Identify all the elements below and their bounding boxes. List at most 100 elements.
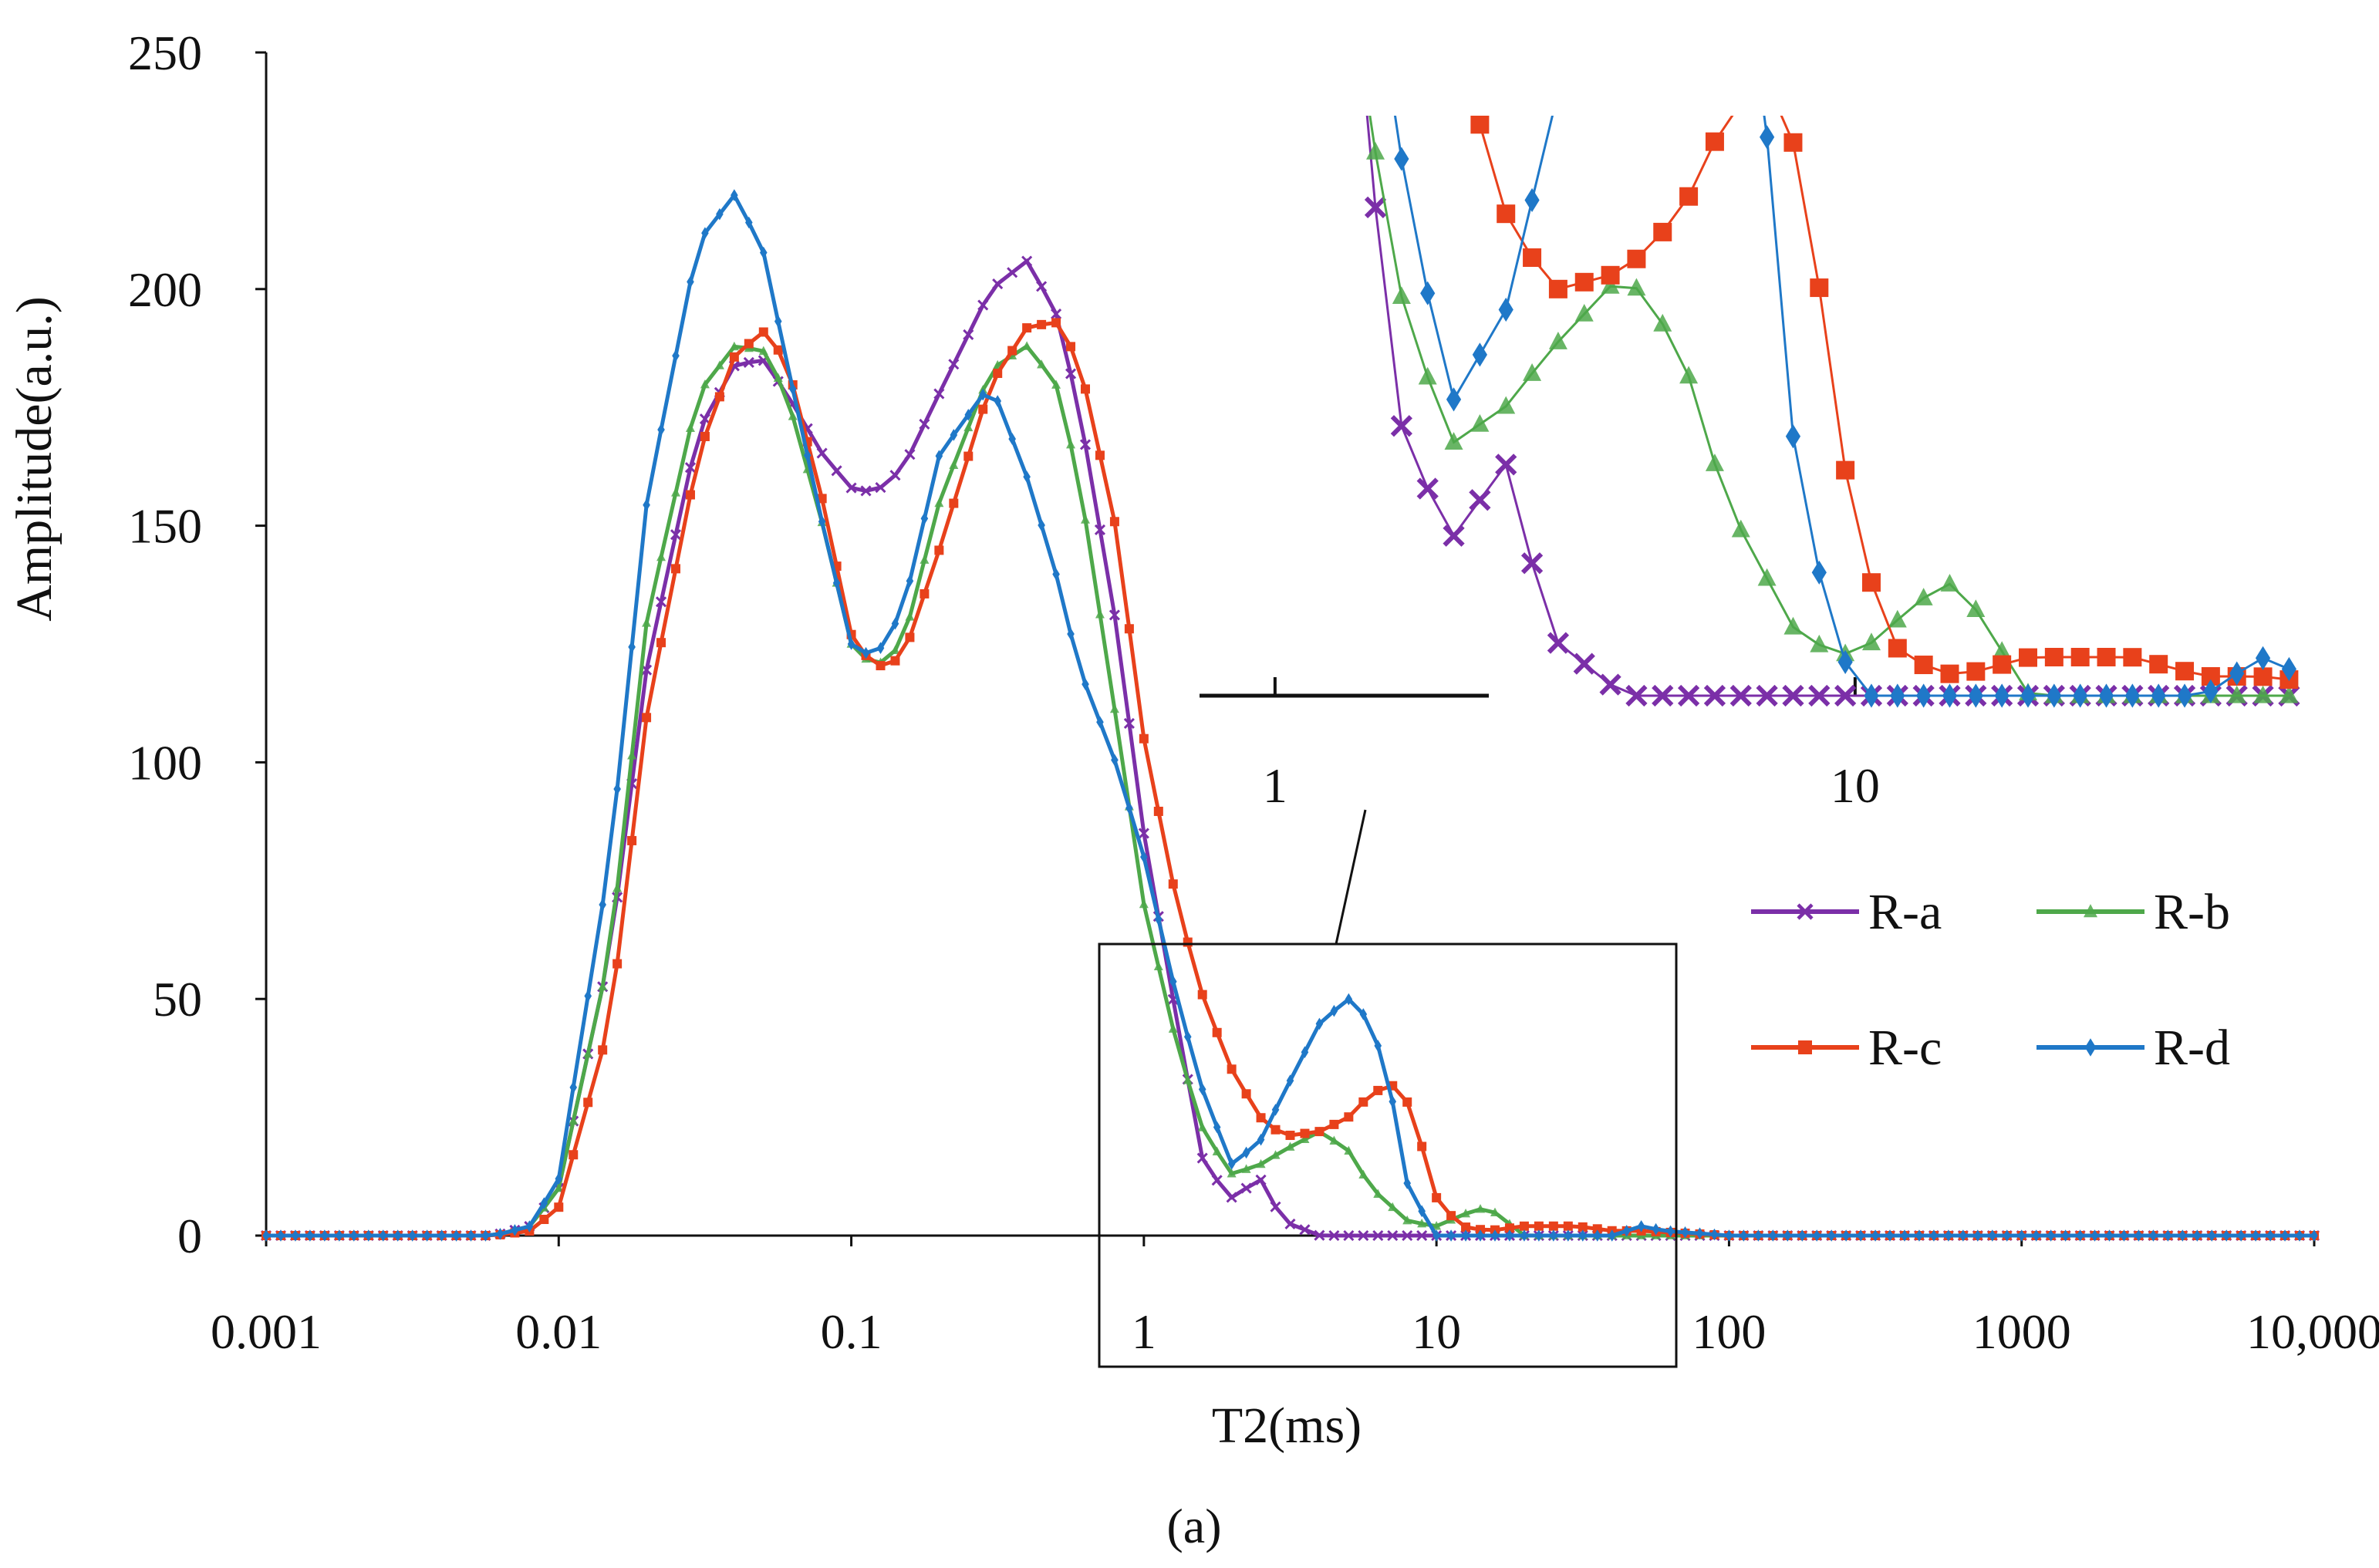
series-r-b-point (1402, 1215, 1412, 1225)
series-r-d-point (2237, 1229, 2245, 1242)
series-r-d-point (1681, 1226, 1689, 1239)
series-r-d-point (1652, 1222, 1660, 1236)
series-r-d-point (306, 1229, 314, 1242)
series-r-a-point (1079, 439, 1092, 450)
series-r-b-point (1227, 1168, 1237, 1178)
inset-series-r-d-point (2073, 683, 2088, 708)
series-r-b-point (1095, 609, 1105, 619)
series-r-b-point (1490, 1207, 1500, 1217)
series-r-b-point (920, 555, 930, 564)
series-r-d-point (262, 1229, 270, 1242)
inset-series-r-c-point (2097, 648, 2116, 666)
series-r-d-point (408, 1229, 417, 1242)
inset-series-r-d-point (1916, 683, 1932, 708)
series-r-b-point (1153, 961, 1163, 971)
series-r-b-point (788, 411, 798, 420)
inset-series-r-a-point (1703, 684, 1726, 707)
series-r-d-point (2047, 1229, 2055, 1242)
inset-series-r-c-point (1861, 573, 1881, 592)
series-r-c-point (1358, 1097, 1368, 1107)
series-r-a-point (904, 449, 916, 460)
series-r-d-point (1111, 754, 1119, 767)
series-r-a-point (743, 356, 754, 369)
series-r-d-point (979, 388, 987, 401)
zoom-pointer-line (1335, 809, 1367, 945)
series-r-d-point (2003, 1229, 2011, 1242)
series-r-d-point (1930, 1229, 1938, 1242)
series-r-d-point (832, 577, 841, 589)
series-r-d-point (774, 315, 782, 328)
inset-series-r-c-point (1523, 248, 1542, 268)
series-r-b-point (890, 645, 900, 655)
inset-series-r-a-point (1756, 684, 1778, 707)
inset-series-r-c-point (1574, 272, 1594, 292)
series-r-c-point (1139, 733, 1149, 744)
inset-series-r-c-point (2253, 667, 2273, 686)
series-r-d-point (1959, 1229, 1967, 1242)
series-r-c-point (1285, 1131, 1295, 1141)
inset-series-r-d-point (2177, 683, 2192, 708)
series-r-c-point (876, 661, 886, 671)
series-r-d-point (1198, 1083, 1206, 1096)
series-r-d-point (349, 1229, 358, 1242)
series-r-d-point (906, 575, 914, 588)
series-r-c-point (1548, 1221, 1558, 1231)
series-r-d-point (891, 617, 899, 630)
x-axis-title: T2(ms) (1212, 1398, 1362, 1454)
series-r-d-point (1359, 1008, 1368, 1020)
series-r-b-point (1373, 1189, 1383, 1198)
inset-series-r-b-point (1940, 574, 1959, 592)
series-r-d-point (1125, 802, 1133, 814)
series-r-a-point (816, 447, 828, 459)
inset-series-r-a-point (1834, 684, 1857, 707)
inset-series-r-d-point (2124, 683, 2140, 708)
legend-item-r-b-point (2084, 904, 2097, 918)
series-r-c-point (1504, 1223, 1514, 1233)
series-r-d-point (292, 1229, 299, 1242)
inset-series-r-b-point (1470, 413, 1490, 432)
series-r-d-point (1842, 1229, 1850, 1242)
inset-series-r-d-point (1864, 683, 1879, 708)
inset-series-r-c-point (2070, 648, 2090, 666)
inset-series-r-d-point (1785, 424, 1801, 449)
inset-series-r-b-line (1368, 116, 2290, 697)
legend-item-r-c-point (1798, 1040, 1812, 1054)
series-r-b-point (773, 373, 783, 382)
inset-series-r-d-point (2098, 683, 2114, 708)
series-r-a-point (1109, 609, 1120, 621)
series-r-d-point (1462, 1229, 1470, 1242)
series-r-d-point (277, 1229, 285, 1242)
series-r-c-point (905, 632, 915, 642)
series-r-d-point (1578, 1229, 1587, 1242)
inset-series-r-b-point (2279, 685, 2299, 703)
series-r-d-point (1374, 1040, 1382, 1052)
series-r-b-point (627, 750, 637, 760)
inset-series-r-c-line (1476, 116, 2290, 681)
series-r-b-point (1358, 1169, 1368, 1179)
inset-series-r-b-point (1966, 599, 1986, 618)
legend-item-r-a-point (1797, 903, 1814, 920)
inset-series-r-a-point (1390, 415, 1412, 437)
inset-series-r-d-point (2203, 679, 2219, 703)
series-r-c-point (539, 1215, 549, 1225)
series-r-d-point (2017, 1229, 2026, 1242)
inset-series-r-d-point (2151, 683, 2166, 708)
series-r-b-point (1329, 1135, 1339, 1145)
series-r-a-point (860, 485, 872, 497)
series-r-b-point (1183, 1075, 1193, 1084)
series-r-c-point (1314, 1127, 1324, 1137)
series-r-a-point (1402, 1229, 1413, 1242)
series-r-b-point (1300, 1134, 1310, 1144)
series-r-d-point (731, 189, 738, 201)
inset-series-r-c-point (2019, 648, 2038, 667)
series-r-c-point (612, 959, 623, 969)
series-r-d-point (336, 1229, 343, 1242)
series-r-d-point (2061, 1229, 2070, 1242)
series-r-c-point (1066, 342, 1076, 352)
inset-series-r-a-point (1782, 684, 1804, 707)
series-r-d-point (1447, 1229, 1455, 1242)
series-r-c-point (1461, 1222, 1471, 1232)
inset-series-r-c-point (1732, 93, 1750, 112)
series-r-b-point (758, 346, 768, 356)
series-r-a-point (1358, 1229, 1369, 1242)
